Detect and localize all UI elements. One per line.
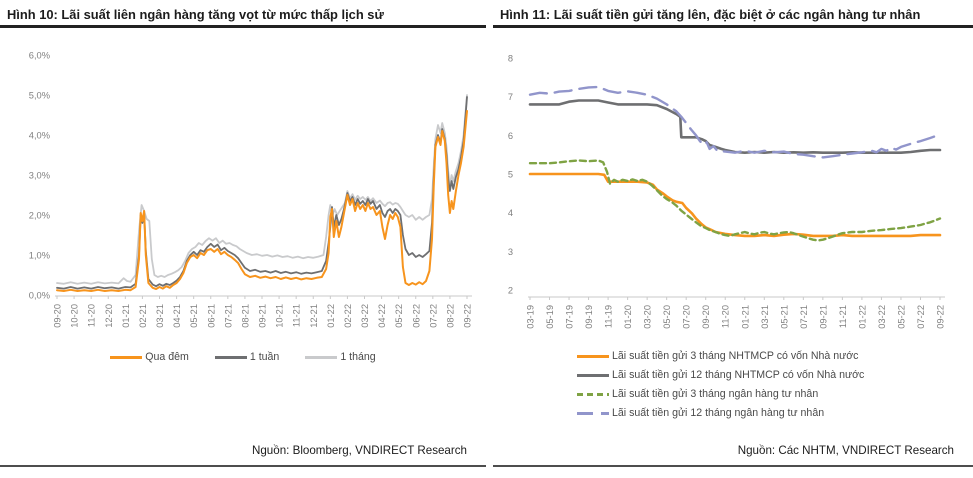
y-axis-tick-label: 5,0% — [29, 91, 50, 101]
x-axis-tick-label: 05-19 — [545, 305, 555, 329]
legend-label: 1 tháng — [340, 351, 376, 363]
legend-item: 1 tuần — [214, 351, 280, 363]
legend-item: Qua đêm — [110, 351, 189, 363]
figure-10-source: Nguồn: Bloomberg, VNDIRECT Research — [251, 444, 467, 457]
x-axis-tick-label: 03-22 — [360, 304, 370, 328]
legend-item: Lãi suất tiền gửi 3 tháng NHTMCP có vốn … — [577, 350, 973, 362]
legend-label: Lãi suất tiền gửi 12 tháng ngân hàng tư … — [612, 407, 825, 419]
x-axis-tick-label: 10-21 — [275, 304, 285, 328]
y-axis-tick-label: 3,0% — [29, 171, 50, 181]
x-axis-tick-label: 05-21 — [189, 304, 199, 328]
y-axis-tick-label: 3 — [508, 247, 513, 257]
deposit-rate-chart: 2 3 4 5 6 7 8 03-19 05-19 07-19 09-19 11-19 01-20 03-… — [508, 54, 946, 329]
x-axis-tick-label: 04-21 — [172, 304, 182, 328]
x-axis-tick-label: 07-20 — [682, 305, 692, 329]
x-axis-tick-label: 12-20 — [104, 304, 114, 328]
x-axis-tick-label: 07-22 — [428, 304, 438, 328]
x-axis-tick-label: 02-21 — [138, 304, 148, 328]
figure-10-panel: Hình 10: Lãi suất liên ngân hàng tăng vọ… — [0, 0, 486, 467]
x-axis-tick-label: 02-22 — [343, 304, 353, 328]
x-axis-tick-label: 06-22 — [411, 304, 421, 328]
legend-label: 1 tuần — [249, 351, 280, 363]
legend-item: Lãi suất tiền gửi 12 tháng ngân hàng tư … — [577, 407, 973, 419]
legend-label: Lãi suất tiền gửi 3 tháng ngân hàng tư n… — [612, 388, 819, 400]
legend-swatch-dash-short — [577, 392, 609, 396]
x-axis-tick-label: 01-21 — [740, 305, 750, 329]
x-axis-tick-label: 05-22 — [394, 304, 404, 328]
x-axis-tick-label: 01-22 — [857, 305, 867, 329]
y-axis-tick-label: 0,0% — [29, 291, 50, 301]
x-axis-tick-label: 07-21 — [223, 304, 233, 328]
series-line-1 — [56, 96, 468, 290]
series-line-2 — [528, 159, 942, 242]
y-axis-tick-label: 5 — [508, 170, 513, 180]
y-axis-tick-label: 8 — [508, 54, 513, 64]
x-axis-tick-label: 07-19 — [565, 305, 575, 329]
y-axis-tick-label: 2 — [508, 286, 513, 296]
figure-11-legend: Lãi suất tiền gửi 3 tháng NHTMCP có vốn … — [577, 350, 973, 419]
x-axis-tick-label: 08-21 — [240, 304, 250, 328]
figure-10-legend: Qua đêm 1 tuần 1 tháng — [0, 351, 486, 363]
x-axis-tick-label: 06-21 — [206, 304, 216, 328]
figure-11-source: Nguồn: Các NHTM, VNDIRECT Research — [737, 444, 954, 457]
x-axis-tick-label: 11-19 — [604, 305, 614, 328]
legend-swatch-solid — [577, 373, 609, 377]
x-axis-tick-label: 08-22 — [445, 304, 455, 328]
x-axis-tick-label: 09-22 — [936, 305, 946, 329]
figure-11-panel: Hình 11: Lãi suất tiền gửi tăng lên, đặc… — [493, 0, 973, 467]
figure-11-title: Hình 11: Lãi suất tiền gửi tăng lên, đặc… — [493, 0, 973, 28]
x-axis-tick-label: 09-21 — [258, 304, 268, 328]
x-axis-tick-label: 12-21 — [309, 304, 319, 328]
legend-item: 1 tháng — [305, 351, 376, 363]
x-axis-tick-label: 09-19 — [584, 305, 594, 329]
x-axis-tick-label: 04-22 — [377, 304, 387, 328]
y-axis-tick-label: 7 — [508, 92, 513, 102]
y-axis-tick-label: 4,0% — [29, 131, 50, 141]
y-axis-tick-label: 6,0% — [29, 51, 50, 61]
interbank-rate-chart: 0,0% 1,0% 2,0% 3,0% 4,0% 5,0% 6,0% 09-20 10-20 11… — [29, 51, 473, 328]
series-line-2 — [56, 94, 468, 285]
x-axis-tick-label: 03-21 — [760, 305, 770, 329]
y-axis-tick-label: 4 — [508, 208, 513, 218]
legend-label: Lãi suất tiền gửi 3 tháng NHTMCP có vốn … — [612, 350, 859, 362]
x-axis-tick-label: 09-21 — [818, 305, 828, 329]
figure-10-title: Hình 10: Lãi suất liên ngân hàng tăng vọ… — [0, 0, 486, 28]
x-axis-tick-label: 09-20 — [53, 304, 63, 328]
x-axis-tick-label: 03-21 — [155, 304, 165, 328]
x-axis-tick-label: 10-20 — [70, 304, 80, 328]
y-axis-tick-label: 6 — [508, 131, 513, 141]
x-axis-tick-label: 03-20 — [643, 305, 653, 329]
series-line-3 — [528, 85, 942, 159]
x-axis-tick-label: 03-22 — [877, 305, 887, 329]
x-axis-tick-label: 01-20 — [623, 305, 633, 329]
legend-swatch-solid — [110, 355, 143, 359]
legend-swatch-dash-long — [577, 411, 609, 415]
legend-swatch-solid — [214, 355, 247, 359]
x-axis-tick-label: 05-21 — [779, 305, 789, 329]
legend-item: Lãi suất tiền gửi 3 tháng ngân hàng tư n… — [577, 388, 973, 400]
x-axis-tick-label: 01-21 — [121, 304, 131, 328]
x-axis-tick-label: 09-20 — [701, 305, 711, 329]
x-axis-tick-label: 11-20 — [721, 305, 731, 328]
x-axis-tick-label: 05-22 — [896, 305, 906, 329]
x-axis-tick-label: 11-20 — [87, 304, 97, 327]
x-axis-tick-label: 09-22 — [463, 304, 473, 328]
x-axis-tick-label: 05-20 — [662, 305, 672, 329]
y-axis-tick-label: 2,0% — [29, 211, 50, 221]
series-line-1 — [528, 99, 942, 154]
series-line-0 — [56, 110, 468, 292]
x-axis-tick-label: 11-21 — [292, 304, 302, 327]
legend-label: Lãi suất tiền gửi 12 tháng NHTMCP có vốn… — [612, 369, 865, 381]
y-axis-tick-label: 1,0% — [29, 251, 50, 261]
x-axis-tick-label: 03-19 — [526, 305, 536, 329]
x-axis-tick-label: 07-22 — [916, 305, 926, 329]
series-line-0 — [528, 172, 942, 238]
x-axis-tick-label: 01-22 — [326, 304, 336, 328]
x-axis-tick-label: 11-21 — [838, 305, 848, 328]
legend-label: Qua đêm — [145, 351, 189, 363]
legend-item: Lãi suất tiền gửi 12 tháng NHTMCP có vốn… — [577, 369, 973, 381]
legend-swatch-solid — [577, 354, 609, 358]
x-axis-tick-label: 07-21 — [799, 305, 809, 329]
legend-swatch-solid — [305, 355, 338, 359]
